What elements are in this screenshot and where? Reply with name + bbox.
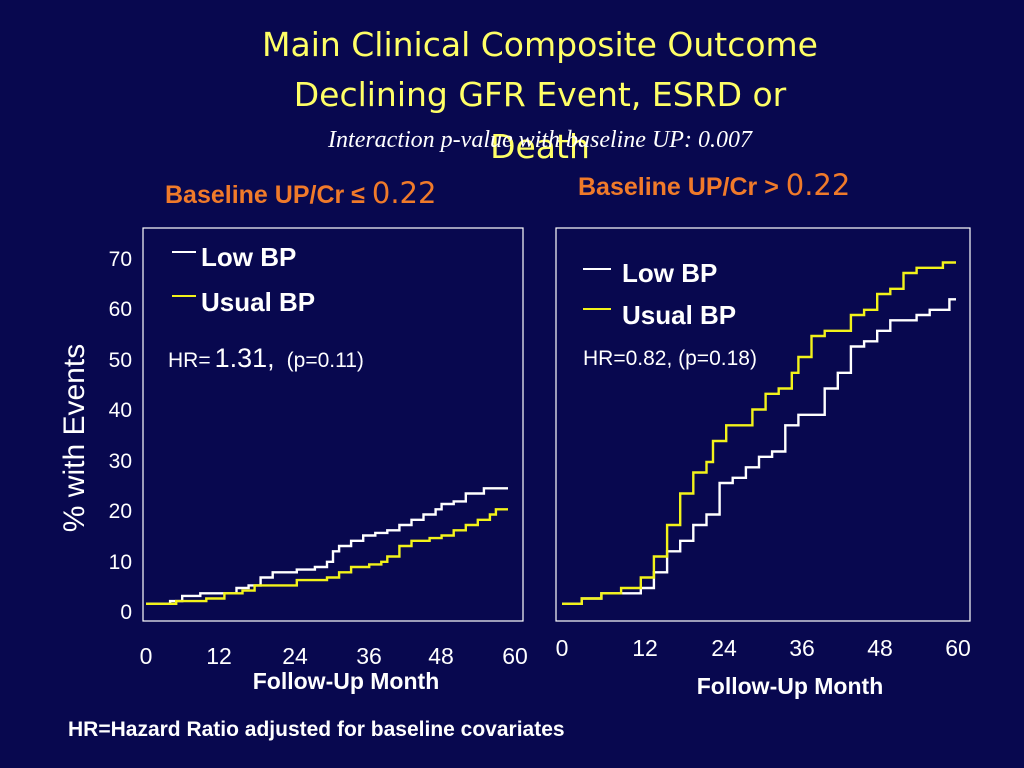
right-plot-frame xyxy=(555,227,971,622)
left-x-tick-label: 12 xyxy=(206,643,232,669)
right-axis-ticks: 0 12 24 36 48 60 xyxy=(556,635,971,661)
right-panel-title: Baseline UP/Cr > 0.22 xyxy=(578,168,850,202)
left-series-lines xyxy=(146,487,508,605)
right-series-usual-bp-line xyxy=(562,261,956,605)
right-series-low-bp-line xyxy=(562,298,956,605)
left-axis-ticks: 0 10 20 30 40 50 60 70 0 12 24 36 48 60 xyxy=(109,248,528,669)
right-x-tick-label: 0 xyxy=(556,635,569,661)
right-legend-usual-label: Usual BP xyxy=(622,300,736,330)
left-panel-title: Baseline UP/Cr ≤ 0.22 xyxy=(165,176,436,210)
footnote: HR=Hazard Ratio adjusted for baseline co… xyxy=(68,718,565,741)
right-x-axis-label: Follow-Up Month xyxy=(697,673,884,699)
left-y-tick-label: 60 xyxy=(109,298,132,321)
left-hr-value: 1.31, xyxy=(215,343,275,373)
left-y-tick-label: 20 xyxy=(109,500,132,523)
left-legend-low-label: Low BP xyxy=(201,242,296,272)
left-chart: 0 10 20 30 40 50 60 70 0 12 24 36 48 60 Low BP Usual … xyxy=(109,227,528,694)
right-x-tick-label: 24 xyxy=(711,635,737,661)
left-legend-usual-label: Usual BP xyxy=(201,287,315,317)
right-chart: 0 12 24 36 48 60 Low BP Usual BP HR=0.82, (p=… xyxy=(555,227,971,699)
left-y-tick-label: 40 xyxy=(109,399,132,422)
left-x-tick-label: 48 xyxy=(428,643,454,669)
left-hr-prefix: HR= xyxy=(168,349,211,372)
left-y-tick-label: 0 xyxy=(120,601,132,624)
right-x-tick-label: 12 xyxy=(632,635,658,661)
left-plot-frame xyxy=(142,227,524,622)
left-panel-title-value: 0.22 xyxy=(371,176,437,210)
left-hr-annotation: HR= 1.31, (p=0.11) xyxy=(168,343,364,373)
right-legend-low-label: Low BP xyxy=(622,258,717,288)
right-panel-title-value: 0.22 xyxy=(785,168,851,202)
right-hr-annotation: HR=0.82, (p=0.18) xyxy=(583,347,757,370)
left-panel-title-prefix: Baseline UP/Cr xyxy=(165,181,345,209)
left-series-low-bp-line xyxy=(146,487,508,605)
right-legend: Low BP Usual BP xyxy=(583,258,736,330)
right-series-lines xyxy=(562,261,956,605)
left-series-usual-bp-line xyxy=(146,508,508,605)
subtitle: Interaction p-value with baseline UP: 0.… xyxy=(328,127,752,153)
left-hr-p: (p=0.11) xyxy=(287,349,364,372)
left-y-tick-label: 30 xyxy=(109,450,132,473)
left-y-tick-label: 10 xyxy=(109,551,132,574)
left-panel-title-op: ≤ xyxy=(351,181,365,209)
right-x-tick-label: 48 xyxy=(867,635,893,661)
main-title-line3: Death xyxy=(490,127,590,166)
main-title-line2: Declining GFR Event, ESRD or xyxy=(293,75,787,114)
right-x-tick-label: 36 xyxy=(789,635,815,661)
main-title-line1: Main Clinical Composite Outcome xyxy=(262,25,818,64)
left-x-tick-label: 24 xyxy=(282,643,308,669)
right-panel-title-prefix: Baseline UP/Cr xyxy=(578,173,758,201)
left-y-tick-label: 70 xyxy=(109,248,132,271)
left-x-tick-label: 60 xyxy=(502,643,528,669)
left-y-tick-label: 50 xyxy=(109,349,132,372)
left-x-tick-label: 0 xyxy=(140,643,153,669)
left-legend: Low BP Usual BP xyxy=(172,242,315,317)
right-x-tick-label: 60 xyxy=(945,635,971,661)
left-x-tick-label: 36 xyxy=(356,643,382,669)
left-x-axis-label: Follow-Up Month xyxy=(253,668,440,694)
right-panel-title-op: > xyxy=(764,173,779,201)
